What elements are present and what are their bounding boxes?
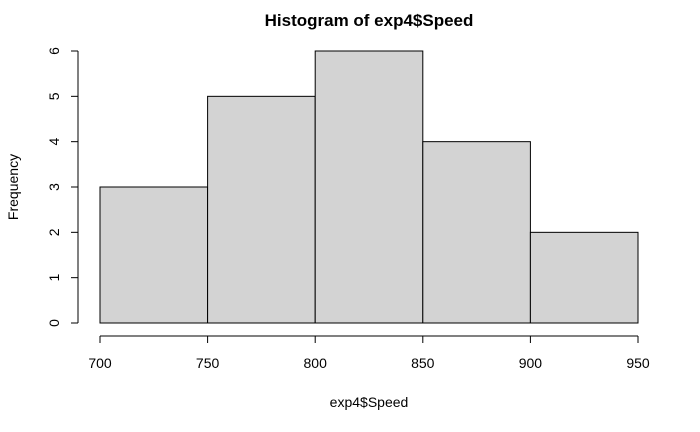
histogram-bar-700-750: [99, 186, 209, 324]
x-axis-label: exp4$Speed: [330, 394, 409, 410]
y-tick-label: 0: [46, 319, 62, 327]
x-tick-label: 750: [196, 355, 220, 371]
histogram-bar-850-900: [422, 141, 531, 324]
y-axis-label: Frequency: [5, 154, 21, 220]
x-tick-label: 900: [519, 355, 543, 371]
histogram-bar-900-950: [529, 231, 639, 324]
bars-group: [99, 50, 639, 324]
x-tick-label: 700: [88, 355, 112, 371]
x-tick-label: 800: [304, 355, 328, 371]
y-axis: 0 1 2 3 4 5 6: [46, 47, 79, 327]
histogram-bar-750-800: [207, 95, 316, 324]
y-tick-label: 1: [46, 274, 62, 282]
x-tick-label: 950: [626, 355, 650, 371]
y-tick-label: 5: [46, 92, 62, 100]
x-axis: 700 750 800 850 900 950: [88, 335, 650, 371]
y-tick-label: 6: [46, 47, 62, 55]
y-tick-label: 4: [46, 138, 62, 146]
histogram-bar-800-850: [314, 50, 424, 324]
y-tick-label: 3: [46, 183, 62, 191]
y-tick-label: 2: [46, 228, 62, 236]
chart-title: Histogram of exp4$Speed: [265, 11, 474, 30]
x-tick-label: 850: [411, 355, 435, 371]
